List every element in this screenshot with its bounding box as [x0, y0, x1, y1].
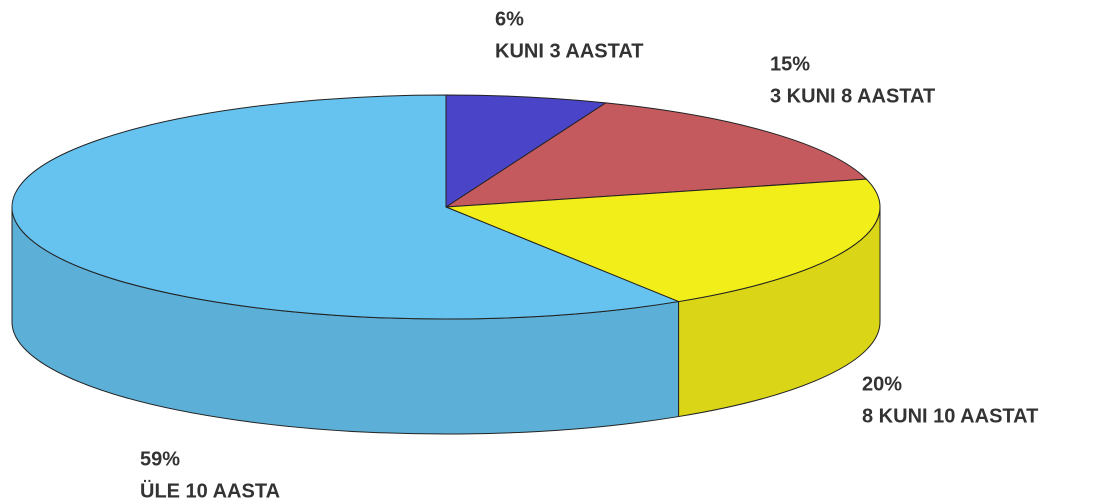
category-label: 3 KUNI 8 AASTAT: [770, 85, 935, 107]
category-label: 8 KUNI 10 AASTAT: [862, 405, 1038, 427]
category-label: ÜLE 10 AASTA: [140, 479, 280, 500]
category-label: KUNI 3 AASTAT: [495, 40, 644, 62]
data-label: 15%: [770, 53, 810, 75]
data-label: 59%: [140, 448, 180, 470]
pie-slice: [444, 102, 868, 208]
pie-slice: [445, 94, 608, 208]
data-label: 6%: [495, 8, 524, 30]
data-label: 20%: [862, 373, 902, 395]
pie-slice: [445, 178, 881, 303]
pie-slice: [11, 94, 681, 320]
